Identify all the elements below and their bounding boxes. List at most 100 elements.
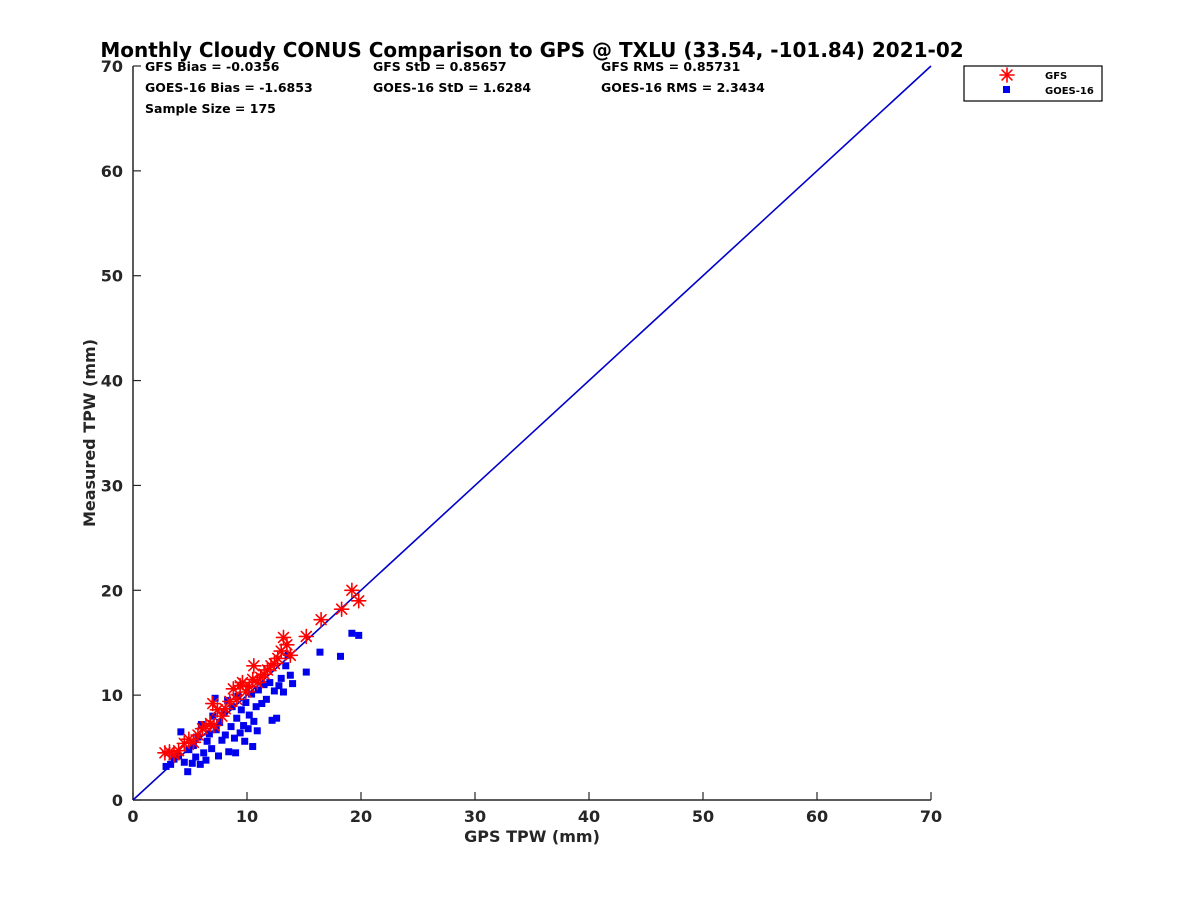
goes16-point xyxy=(279,688,287,696)
y-axis-label: Measured TPW (mm) xyxy=(80,339,99,527)
x-tick-label: 0 xyxy=(127,807,138,826)
goes16-point xyxy=(355,631,363,639)
goes16-point xyxy=(248,690,256,698)
goes16-point xyxy=(266,679,274,687)
y-tick-label: 10 xyxy=(101,686,123,705)
y-tick-label: 0 xyxy=(112,791,123,810)
goes16-point xyxy=(258,700,266,708)
x-axis-label: GPS TPW (mm) xyxy=(464,827,600,846)
goes16-point xyxy=(237,706,245,714)
legend-box xyxy=(963,65,1103,102)
goes16-point xyxy=(253,727,261,735)
goes16-point xyxy=(232,749,240,757)
goes16-point xyxy=(316,648,324,656)
gfs-point xyxy=(170,742,187,759)
goes16-point xyxy=(236,729,244,737)
goes16-point xyxy=(268,716,276,724)
y-tick-label: 40 xyxy=(101,372,123,391)
gfs-bias-stat: GFS Bias = -0.0356 xyxy=(145,59,280,74)
legend-goes-label: GOES-16 xyxy=(1045,86,1094,97)
goes16-point xyxy=(188,759,196,767)
goes16-point xyxy=(215,752,222,760)
x-tick-label: 60 xyxy=(806,807,828,826)
goes16-point xyxy=(241,737,249,745)
goes16-point xyxy=(242,698,250,706)
y-tick-label: 60 xyxy=(101,162,123,181)
gfs-series xyxy=(157,582,367,763)
y-tick-label: 50 xyxy=(101,267,123,286)
x-tick-label: 20 xyxy=(350,807,372,826)
x-tick-label: 70 xyxy=(920,807,942,826)
gfs-point xyxy=(344,582,360,599)
goes16-point xyxy=(177,728,185,736)
goes16-point xyxy=(205,730,213,738)
goes-rms-stat: GOES-16 RMS = 2.3434 xyxy=(601,80,765,95)
goes16-point xyxy=(221,731,229,739)
goes16-point xyxy=(212,726,220,734)
y-tick-label: 20 xyxy=(101,581,123,600)
gfs-point xyxy=(246,657,262,674)
goes16-point xyxy=(289,680,297,688)
axes xyxy=(132,65,932,801)
gfs-point xyxy=(333,601,350,617)
gfs-std-stat: GFS StD = 0.85657 xyxy=(373,59,507,74)
goes16-point xyxy=(260,681,268,689)
goes-bias-stat: GOES-16 Bias = -1.6853 xyxy=(145,80,313,95)
goes16-point xyxy=(184,768,192,776)
goes16-point xyxy=(218,736,226,744)
gfs-point xyxy=(313,611,329,628)
goes16-point xyxy=(196,760,204,768)
goes16-point xyxy=(277,674,285,682)
x-tick-label: 30 xyxy=(464,807,486,826)
goes16-point xyxy=(252,703,260,711)
gfs-point xyxy=(279,637,295,653)
goes16-point xyxy=(270,687,278,695)
y-tick-label: 30 xyxy=(101,476,123,495)
goes16-point xyxy=(336,652,344,660)
y-tick-label: 70 xyxy=(101,57,123,76)
goes16-point xyxy=(220,708,228,716)
gfs-rms-stat: GFS RMS = 0.85731 xyxy=(601,59,740,74)
legend-gfs-label: GFS xyxy=(1045,71,1067,82)
legend: GFS GOES-16 xyxy=(963,65,1103,102)
gfs-point xyxy=(282,647,299,664)
x-tick-label: 40 xyxy=(578,807,600,826)
goes16-point xyxy=(228,703,236,711)
goes16-point xyxy=(286,671,294,679)
goes16-point xyxy=(197,721,205,729)
goes16-point xyxy=(275,682,283,690)
goes16-point xyxy=(224,696,232,704)
goes16-point xyxy=(180,758,188,766)
legend-goes-marker xyxy=(1003,86,1010,93)
goes16-point xyxy=(233,714,241,722)
x-tick-label: 50 xyxy=(692,807,714,826)
goes16-point xyxy=(230,734,238,742)
goes16-point xyxy=(250,717,258,725)
goes16-point xyxy=(192,753,200,761)
goes16-point xyxy=(273,714,281,722)
sample-size-stat: Sample Size = 175 xyxy=(145,101,276,116)
goes16-point xyxy=(202,756,210,764)
tick-labels: 0 10 20 30 40 50 60 70 0 10 20 30 40 50 60 70 xyxy=(101,57,942,826)
goes16-point xyxy=(203,737,211,745)
goes16-point xyxy=(216,718,224,726)
goes16-point xyxy=(234,692,242,700)
goes16-point xyxy=(209,712,217,720)
goes16-point xyxy=(262,695,270,703)
stats-block: GFS Bias = -0.0356 GFS StD = 0.85657 GFS… xyxy=(145,59,765,116)
x-tick-label: 10 xyxy=(236,807,258,826)
goes16-point xyxy=(240,722,248,730)
goes16-point xyxy=(225,748,233,756)
gfs-point xyxy=(350,592,367,609)
goes16-point xyxy=(167,760,175,768)
goes16-point xyxy=(348,629,356,637)
goes16-point xyxy=(227,723,235,731)
goes16-point xyxy=(302,668,310,676)
goes16-point xyxy=(208,745,216,753)
goes16-point xyxy=(185,746,193,754)
legend-gfs-asterisk xyxy=(999,67,1015,83)
gfs-point xyxy=(298,628,315,645)
goes16-point xyxy=(245,711,253,719)
goes16-series xyxy=(162,629,363,776)
